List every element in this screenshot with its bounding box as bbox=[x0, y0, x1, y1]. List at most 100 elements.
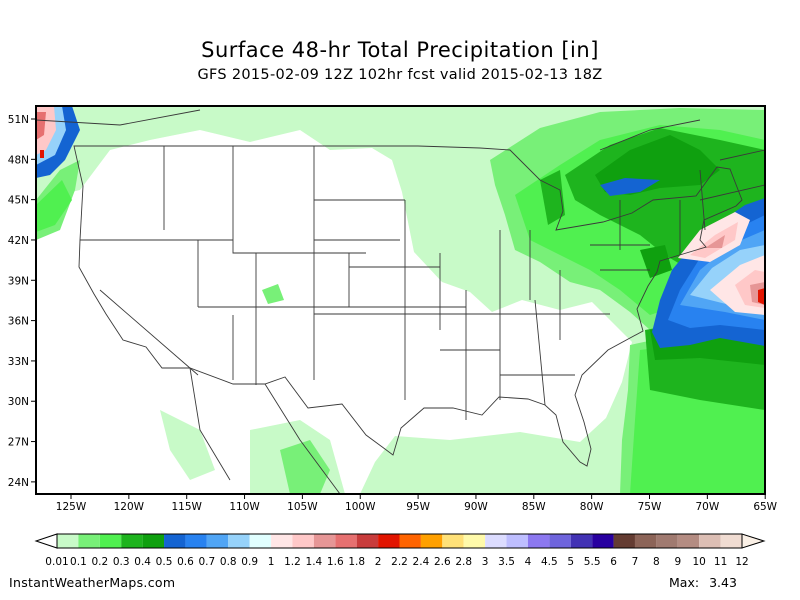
colorbar-label: 7 bbox=[632, 556, 639, 568]
colorbar-swatch bbox=[121, 534, 143, 548]
colorbar-label: 0.6 bbox=[177, 556, 194, 568]
colorbar-label: 6 bbox=[610, 556, 617, 568]
lat-tick-label: 27N bbox=[8, 437, 29, 449]
geographic-boundaries bbox=[36, 109, 765, 494]
colorbar-swatch bbox=[720, 534, 742, 548]
colorbar-label: 4.5 bbox=[541, 556, 558, 568]
map-subtitle: GFS 2015-02-09 12Z 102hr fcst valid 2015… bbox=[197, 67, 603, 83]
lon-tick-label: 95W bbox=[406, 501, 430, 513]
colorbar-label: 2.2 bbox=[391, 556, 408, 568]
lon-tick-label: 85W bbox=[522, 501, 546, 513]
colorbar-swatch bbox=[142, 534, 165, 548]
colorbar-label: 3.5 bbox=[498, 556, 515, 568]
colorbar-swatch bbox=[570, 534, 593, 548]
colorbar-swatch bbox=[228, 534, 250, 548]
colorbar-label: 1.8 bbox=[348, 556, 365, 568]
colorbar-border bbox=[56, 533, 743, 549]
lat-tick-label: 30N bbox=[8, 396, 29, 408]
colorbar-label: 0.7 bbox=[198, 556, 215, 568]
precip-max-spot bbox=[758, 288, 765, 305]
colorbar-label: 0.1 bbox=[70, 556, 87, 568]
colorbar-swatch bbox=[613, 534, 635, 548]
colorbar-label: 0.2 bbox=[91, 556, 108, 568]
lon-tick-label: 65W bbox=[753, 501, 777, 513]
colorbar-label: 0.8 bbox=[220, 556, 237, 568]
colorbar-swatch bbox=[335, 534, 357, 548]
colorbar-swatch bbox=[420, 534, 443, 548]
lat-tick-label: 48N bbox=[8, 154, 29, 166]
state-lines bbox=[80, 146, 706, 420]
lat-tick-label: 39N bbox=[8, 275, 29, 287]
colorbar-label: 5 bbox=[567, 556, 574, 568]
lon-tick-label: 75W bbox=[638, 501, 662, 513]
colorbar-label: 8 bbox=[653, 556, 660, 568]
colorbar-label: 10 bbox=[693, 556, 706, 568]
colorbar-label: 4 bbox=[525, 556, 532, 568]
colorbar-swatch bbox=[313, 534, 336, 548]
colorbar-label: 11 bbox=[714, 556, 727, 568]
colorbar-swatch bbox=[292, 534, 314, 548]
lat-tick-label: 24N bbox=[8, 477, 29, 489]
precipitation-field bbox=[36, 106, 765, 494]
colorbar-swatch bbox=[442, 534, 464, 548]
colorbar-label: 0.9 bbox=[241, 556, 258, 568]
colorbar-label: 0.3 bbox=[113, 556, 130, 568]
colorbar-swatch bbox=[506, 534, 528, 548]
us-outline bbox=[73, 145, 743, 467]
colorbar-label: 2.4 bbox=[413, 556, 430, 568]
colorbar-label: 3 bbox=[482, 556, 489, 568]
colorbar-swatch bbox=[549, 534, 571, 548]
colorbar-swatch bbox=[206, 534, 229, 548]
latitude-axis: 51N 48N 45N 42N 39N 36N 33N 30N 27N 24N bbox=[8, 114, 36, 489]
lon-tick-label: 70W bbox=[695, 501, 719, 513]
map-frame bbox=[35, 105, 766, 495]
colorbar-over-arrow bbox=[741, 533, 766, 549]
lon-tick-label: 115W bbox=[171, 501, 202, 513]
colorbar-swatch bbox=[356, 534, 379, 548]
colorbar-swatch bbox=[634, 534, 657, 548]
lat-tick-label: 45N bbox=[8, 195, 29, 207]
lon-tick-label: 80W bbox=[580, 501, 604, 513]
map-title: Surface 48-hr Total Precipitation [in] bbox=[201, 38, 599, 62]
lon-tick-label: 125W bbox=[56, 501, 87, 513]
max-value-readout: Max: 3.43 bbox=[669, 575, 747, 590]
colorbar-label: 2 bbox=[375, 556, 382, 568]
colorbar-swatch bbox=[249, 534, 272, 548]
colorbar-label: 0.4 bbox=[134, 556, 151, 568]
colorbar-label: 2.6 bbox=[434, 556, 451, 568]
colorbar-swatch bbox=[185, 534, 207, 548]
site-credit: InstantWeatherMaps.com bbox=[9, 575, 176, 590]
lon-tick-label: 120W bbox=[114, 501, 145, 513]
colorbar-label: 1 bbox=[268, 556, 275, 568]
colorbar-swatch bbox=[399, 534, 421, 548]
colorbar-label: 0.5 bbox=[156, 556, 173, 568]
colorbar-swatch bbox=[527, 534, 550, 548]
colorbar-label: 1.6 bbox=[327, 556, 344, 568]
lon-tick-label: 105W bbox=[287, 501, 318, 513]
colorbar-swatch bbox=[656, 534, 678, 548]
canada-mexico-lines bbox=[36, 109, 765, 494]
colorbar-swatch bbox=[271, 534, 293, 548]
colorbar-label: 5.5 bbox=[584, 556, 601, 568]
colorbar-swatch bbox=[99, 534, 122, 548]
colorbar-swatch bbox=[78, 534, 100, 548]
colorbar-label: 1.4 bbox=[306, 556, 323, 568]
lat-tick-label: 36N bbox=[8, 316, 29, 328]
colorbar-swatch bbox=[699, 534, 721, 548]
colorbar-swatch bbox=[677, 534, 700, 548]
lon-tick-label: 90W bbox=[464, 501, 488, 513]
colorbar-label: 1.2 bbox=[284, 556, 301, 568]
colorbar-label: 2.8 bbox=[455, 556, 472, 568]
colorbar-label: 0.01 bbox=[45, 556, 68, 568]
lat-tick-label: 51N bbox=[8, 114, 29, 126]
lat-tick-label: 33N bbox=[8, 356, 29, 368]
colorbar-under-arrow bbox=[34, 533, 58, 549]
max-value: 3.43 bbox=[709, 575, 737, 590]
colorbar-swatch bbox=[463, 534, 486, 548]
colorbar-label: 12 bbox=[735, 556, 748, 568]
lon-tick-label: 110W bbox=[229, 501, 260, 513]
colorbar-swatch bbox=[485, 534, 507, 548]
max-label: Max: bbox=[669, 575, 700, 590]
